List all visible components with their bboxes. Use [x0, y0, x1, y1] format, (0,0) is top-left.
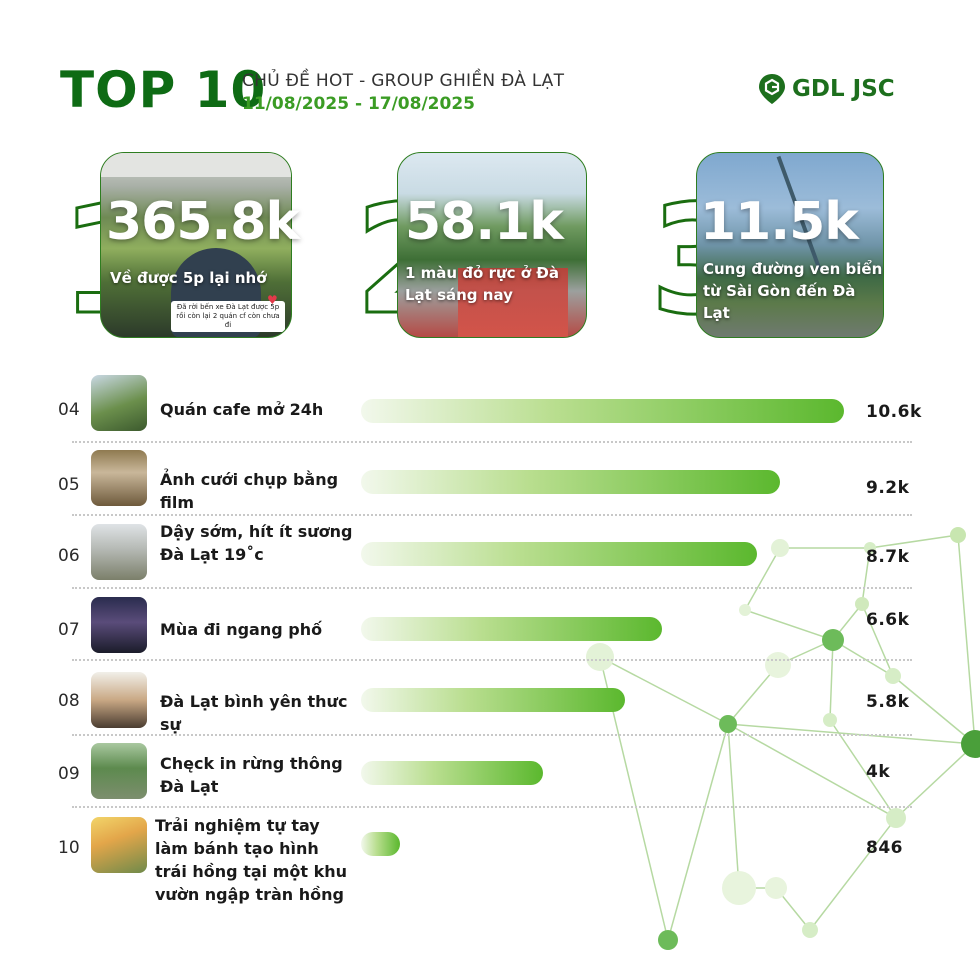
value-label: 10.6k	[866, 402, 922, 422]
top-caption: 1 màu đỏ rực ở Đà Lạt sáng nay	[405, 264, 559, 304]
network-link	[869, 534, 959, 549]
value-label: 846	[866, 838, 903, 858]
card-image	[397, 152, 587, 338]
value-label: 4k	[866, 762, 891, 782]
topic-thumbnail	[91, 597, 147, 653]
network-link	[599, 656, 729, 725]
topic-thumbnail	[91, 672, 147, 728]
network-link	[957, 534, 976, 745]
network-node	[823, 713, 837, 727]
brand-logo: GDL JSC	[758, 73, 895, 105]
rank-label: 10	[58, 838, 80, 858]
topic-thumbnail	[91, 375, 147, 431]
brand-name: GDL JSC	[792, 76, 895, 102]
rank-label: 07	[58, 620, 80, 640]
network-node	[658, 930, 678, 950]
network-node	[719, 715, 737, 733]
top-card-2: 2 58.1k 1 màu đỏ rực ở Đà Lạt sáng nay	[355, 152, 587, 338]
network-node	[961, 730, 980, 758]
top-card-1: 1 Đã rời bến xe Đà Lạt được 5p rồi còn l…	[60, 152, 300, 338]
network-node	[722, 871, 756, 905]
bar-04	[361, 399, 844, 423]
topic-thumbnail	[91, 524, 147, 580]
page-subtitle: CHỦ ĐỀ HOT - GROUP GHIỀN ĐÀ LẠT	[242, 71, 565, 91]
network-node	[586, 643, 614, 671]
network-link	[829, 719, 897, 819]
topic-thumbnail	[91, 743, 147, 799]
top-card-3: 3 11.5k Cung đường ven biển từ Sài Gòn đ…	[650, 152, 884, 338]
network-link	[895, 743, 976, 819]
network-node	[771, 539, 789, 557]
page-title: TOP 10	[60, 61, 267, 119]
network-link	[892, 675, 976, 745]
topic-label: Trải nghiệm tự tay làm bánh tạo hình trá…	[155, 816, 347, 904]
network-node	[802, 922, 818, 938]
location-pin-icon	[759, 74, 785, 104]
row-divider	[72, 441, 912, 443]
topic-label: Quán cafe mở 24h	[160, 400, 324, 419]
network-link	[744, 547, 781, 611]
network-node	[864, 542, 876, 554]
value-label: 9.2k	[866, 478, 910, 498]
network-node	[885, 668, 901, 684]
caption-sticker: Đã rời bến xe Đà Lạt được 5p rồi còn lại…	[171, 301, 285, 332]
network-link	[829, 639, 834, 721]
topic-label: Dậy sớm, hít ít sương Đà Lạt 19˚c	[160, 522, 353, 564]
bar-05	[361, 470, 780, 494]
topic-thumbnail	[91, 817, 147, 873]
network-link	[861, 603, 894, 677]
row-divider	[72, 587, 912, 589]
top-value: 58.1k	[405, 192, 564, 252]
rank-label: 06	[58, 546, 80, 566]
topic-label: Ảnh cưới chụp bằng film	[160, 470, 339, 512]
network-link	[861, 547, 871, 605]
value-label: 5.8k	[866, 692, 910, 712]
network-node	[765, 877, 787, 899]
topic-label: Đà Lạt bình yên thưc sự	[160, 692, 348, 734]
row-divider	[72, 514, 912, 516]
row-divider	[72, 659, 912, 661]
top-value: 11.5k	[700, 192, 859, 252]
card-image	[696, 152, 884, 338]
network-link	[744, 609, 834, 641]
value-label: 8.7k	[866, 547, 910, 567]
network-node	[855, 597, 869, 611]
value-label: 6.6k	[866, 610, 910, 630]
network-node	[886, 808, 906, 828]
top-value: 365.8k	[106, 192, 300, 252]
bar-10	[361, 832, 400, 856]
row-divider	[72, 734, 912, 736]
topic-thumbnail	[91, 450, 147, 506]
top-caption: Cung đường ven biển từ Sài Gòn đến Đà Lạ…	[703, 260, 883, 322]
date-range: 11/08/2025 - 17/08/2025	[242, 94, 475, 114]
bar-06	[361, 542, 757, 566]
network-link	[832, 639, 894, 677]
top-caption: Về được 5p lại nhớ	[110, 269, 267, 287]
network-link	[809, 817, 897, 931]
network-node	[950, 527, 966, 543]
network-node	[765, 652, 791, 678]
bar-09	[361, 761, 543, 785]
bar-07	[361, 617, 662, 641]
network-node	[822, 629, 844, 651]
heart-icon: ♥	[267, 293, 278, 307]
row-divider	[72, 806, 912, 808]
topic-label: Chęck in rừng thông Đà Lạt	[160, 754, 343, 796]
rank-label: 05	[58, 475, 80, 495]
bus-ceiling	[101, 153, 291, 177]
bar-08	[361, 688, 625, 712]
network-node	[739, 604, 751, 616]
topic-label: Mùa đi ngang phố	[160, 620, 323, 639]
rank-label: 04	[58, 400, 80, 420]
card-image: Đã rời bến xe Đà Lạt được 5p rồi còn lại…	[100, 152, 292, 338]
network-link	[667, 723, 729, 941]
rank-label: 09	[58, 764, 80, 784]
rank-label: 08	[58, 691, 80, 711]
red-crowd	[458, 268, 568, 337]
network-link	[727, 723, 897, 819]
